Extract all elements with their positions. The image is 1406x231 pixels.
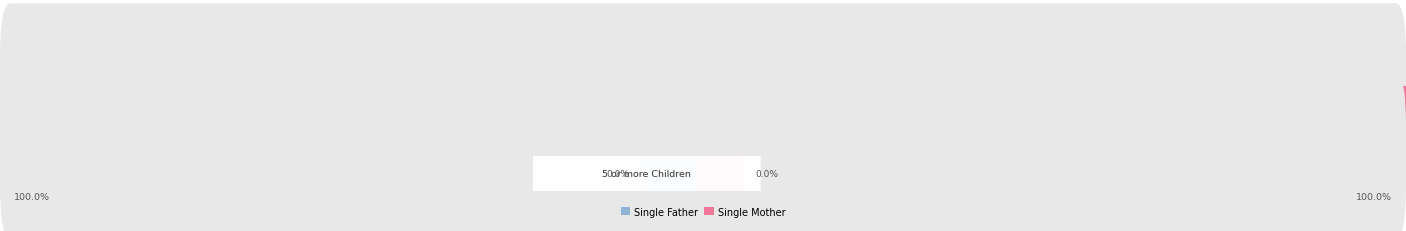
FancyBboxPatch shape [697,29,744,109]
Legend: Single Father, Single Mother: Single Father, Single Mother [620,207,786,217]
FancyBboxPatch shape [641,29,709,109]
Text: 1 or 2 Children: 1 or 2 Children [612,99,682,108]
Text: 0.0%: 0.0% [606,64,630,73]
Text: 0.0%: 0.0% [606,134,630,143]
Text: 0.0%: 0.0% [606,99,630,108]
FancyBboxPatch shape [641,99,709,179]
FancyBboxPatch shape [641,134,709,214]
Text: 0.0%: 0.0% [756,64,779,73]
Text: No Children: No Children [619,64,675,73]
FancyBboxPatch shape [0,74,1406,203]
Text: 5 or more Children: 5 or more Children [602,169,692,178]
Text: Source: ZipAtlas.com: Source: ZipAtlas.com [1296,36,1392,45]
FancyBboxPatch shape [547,48,747,159]
FancyBboxPatch shape [0,39,1406,168]
Text: 0.0%: 0.0% [756,169,779,178]
Text: 100.0%: 100.0% [1355,192,1392,201]
FancyBboxPatch shape [641,64,709,144]
FancyBboxPatch shape [533,118,761,230]
Text: 3 or 4 Children: 3 or 4 Children [612,134,682,143]
Text: INCOME BELOW POVERTY AMONG SINGLE-PARENT HOUSEHOLDS IN GALLOWAY: INCOME BELOW POVERTY AMONG SINGLE-PARENT… [14,34,537,47]
FancyBboxPatch shape [697,99,744,179]
Text: 0.0%: 0.0% [606,169,630,178]
FancyBboxPatch shape [697,134,744,214]
Text: 100.0%: 100.0% [14,192,51,201]
FancyBboxPatch shape [547,13,747,125]
FancyBboxPatch shape [547,83,747,195]
FancyBboxPatch shape [0,109,1406,231]
Text: 0.0%: 0.0% [756,134,779,143]
FancyBboxPatch shape [0,4,1406,133]
FancyBboxPatch shape [697,64,1406,144]
